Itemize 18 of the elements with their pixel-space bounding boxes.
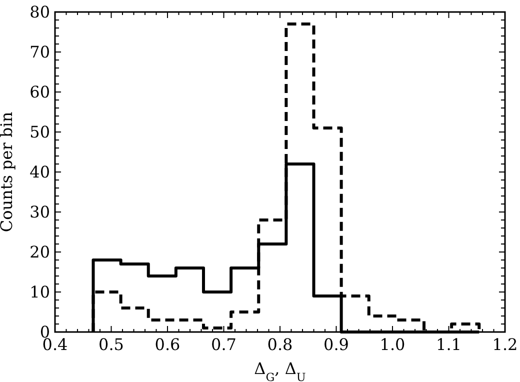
y-tick-label: 20 bbox=[30, 242, 50, 262]
x-tick-label: 0.9 bbox=[324, 335, 349, 354]
y-tick-label: 50 bbox=[30, 122, 50, 142]
x-tick-label: 1.1 bbox=[436, 335, 462, 354]
y-tick-label: 70 bbox=[30, 42, 50, 62]
y-axis-title: Counts per bin bbox=[0, 112, 16, 232]
y-tick-label: 60 bbox=[30, 82, 50, 102]
y-tick-label: 10 bbox=[30, 282, 50, 302]
x-axis-title: Δ$_{G}$, Δ$_{U}$ bbox=[254, 359, 306, 382]
x-tick-label: 1.2 bbox=[492, 335, 518, 354]
x-tick-label: 0.7 bbox=[211, 335, 236, 354]
x-tick-label: 0.8 bbox=[267, 335, 293, 354]
y-tick-label: 40 bbox=[30, 162, 50, 182]
x-tick-label: 1.0 bbox=[380, 335, 406, 354]
y-tick-label: 30 bbox=[30, 202, 50, 222]
y-tick-label: 80 bbox=[30, 2, 50, 22]
x-tick-label: 0.6 bbox=[154, 335, 180, 354]
x-tick-label: 0.5 bbox=[98, 335, 124, 354]
